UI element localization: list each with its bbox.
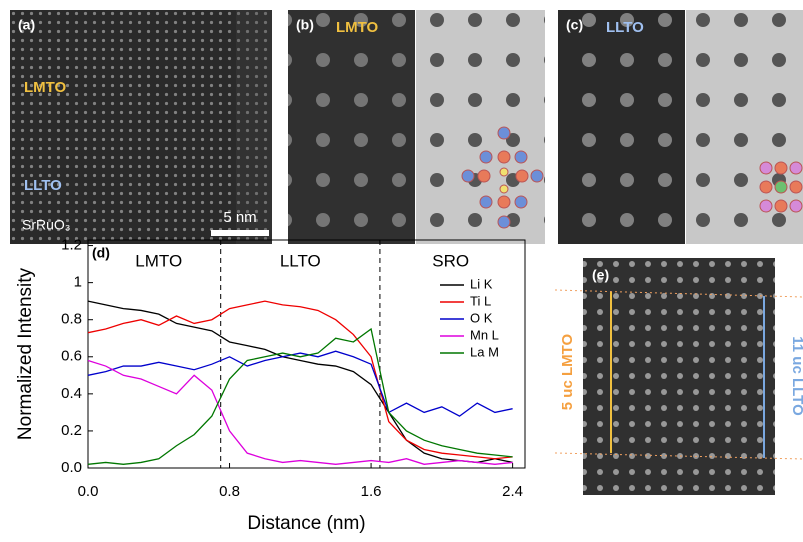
panel-label: (d) bbox=[92, 245, 110, 261]
series-line bbox=[88, 329, 513, 464]
layer-label: SrRuO₃ bbox=[22, 217, 71, 233]
y-tick-label: 0.8 bbox=[61, 311, 82, 328]
series-line bbox=[88, 301, 513, 459]
legend-label: Ti L bbox=[470, 293, 491, 308]
region-label: SRO bbox=[432, 251, 469, 270]
x-tick-label: 2.4 bbox=[502, 483, 523, 500]
image-b-lattice bbox=[288, 10, 415, 244]
annotation: 5 uc LMTO bbox=[559, 333, 576, 410]
legend-label: Mn L bbox=[470, 327, 499, 342]
y-tick-label: 0.2 bbox=[61, 422, 82, 439]
figure: (a) LMTO LLTO SrRuO₃ 5 nm (b) LMTO (c) L… bbox=[0, 0, 803, 537]
atom-overlay bbox=[760, 162, 802, 212]
layer-label: LMTO bbox=[336, 19, 379, 36]
panel-label: (e) bbox=[592, 267, 609, 283]
legend-label: O K bbox=[470, 310, 493, 325]
y-tick-label: 0.0 bbox=[61, 459, 82, 476]
y-tick-label: 1.2 bbox=[61, 237, 82, 254]
y-tick-label: 0.4 bbox=[61, 385, 82, 402]
annotation: 11 uc LLTO bbox=[789, 336, 803, 416]
panel-label: (b) bbox=[296, 17, 314, 33]
image-c-lattice bbox=[558, 10, 685, 244]
x-tick-label: 1.6 bbox=[361, 483, 382, 500]
y-axis-label: Normalized Intensity bbox=[15, 267, 36, 440]
legend-label: Li K bbox=[470, 276, 493, 291]
page: (a) LMTO LLTO SrRuO₃ 5 nm (b) LMTO (c) L… bbox=[0, 0, 803, 537]
x-tick-label: 0.0 bbox=[78, 483, 99, 500]
layer-label: LLTO bbox=[24, 177, 62, 194]
series-line bbox=[88, 301, 513, 462]
x-axis-label: Distance (nm) bbox=[247, 513, 365, 534]
series-line bbox=[88, 360, 513, 464]
line-chart: 0.0 0.2 0.4 0.6 0.8 1 1.2 0.0 0.8 1.6 2.4 Distance … bbox=[15, 237, 525, 534]
layer-label: LMTO bbox=[24, 79, 67, 96]
y-tick-label: 1 bbox=[74, 274, 82, 291]
legend-label: La M bbox=[470, 344, 499, 359]
x-tick-label: 0.8 bbox=[219, 483, 240, 500]
region-label: LMTO bbox=[135, 251, 182, 270]
y-tick-label: 0.6 bbox=[61, 348, 82, 365]
scale-bar-label: 5 nm bbox=[223, 209, 256, 226]
panel-label: (c) bbox=[566, 17, 583, 33]
panel-label: (a) bbox=[18, 17, 35, 33]
scale-bar bbox=[211, 230, 269, 236]
region-label: LLTO bbox=[280, 251, 321, 270]
layer-label: LLTO bbox=[606, 19, 644, 36]
image-b-inverted bbox=[416, 10, 545, 244]
